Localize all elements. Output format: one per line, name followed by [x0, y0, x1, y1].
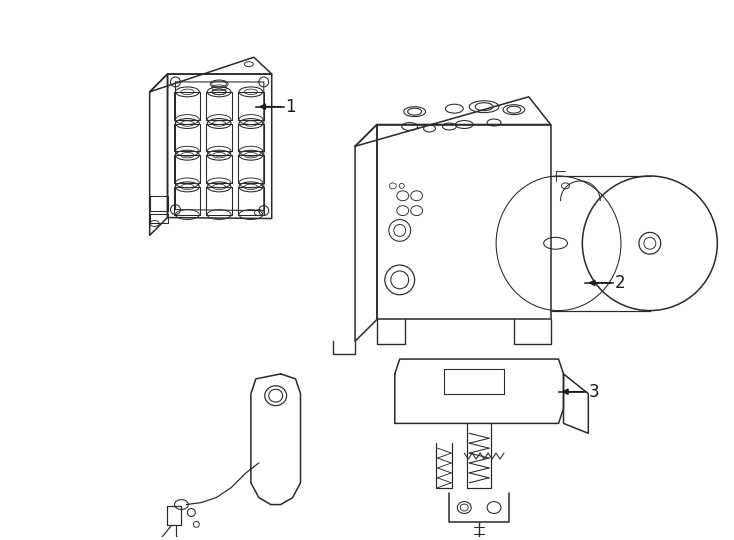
Text: 2: 2 — [615, 274, 625, 292]
Text: 1: 1 — [286, 98, 297, 116]
Text: 3: 3 — [589, 383, 599, 401]
